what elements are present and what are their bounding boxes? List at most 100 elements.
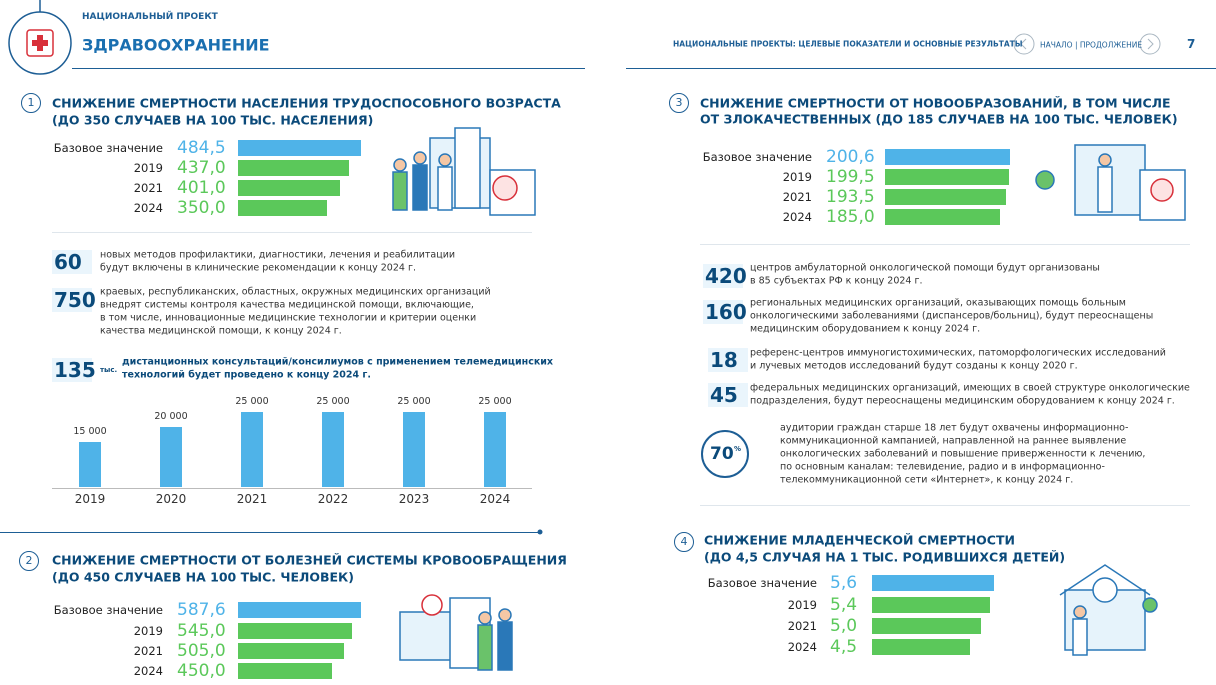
nav-prev-arrow	[1020, 38, 1027, 50]
fact-text: и лучевых методов исследований будут соз…	[750, 360, 1078, 372]
bar-label: 2019	[133, 624, 163, 638]
section-rule	[0, 532, 538, 533]
fact-text: онкологическими заболеваниями (диспансер…	[750, 310, 1154, 322]
bar-label: 2024	[133, 201, 163, 215]
bar-label: 2019	[133, 161, 163, 175]
bar-label: 2024	[787, 640, 817, 654]
bar	[238, 140, 361, 156]
bar-label: 2019	[782, 170, 812, 184]
bar	[238, 602, 361, 618]
bar-label: 2021	[787, 619, 817, 633]
fact-text: внедрят системы контроля качества медици…	[100, 299, 474, 311]
fact-badge	[703, 300, 743, 324]
fact-text: аудитории граждан старше 18 лет будут ох…	[780, 422, 1129, 434]
fact-number: 45	[710, 383, 738, 407]
fact-unit: тыс.	[100, 366, 118, 374]
bar	[885, 169, 1010, 185]
bar	[872, 618, 981, 634]
fact-text: по основным каналам: телевидение, радио …	[780, 461, 1105, 473]
section-title: ОТ ЗЛОКАЧЕСТВЕННЫХ (ДО 185 СЛУЧАЕВ НА 10…	[700, 111, 1178, 127]
fact-text: дистанционных консультаций/консилиумов с…	[122, 356, 554, 368]
column-value: 15 000	[73, 426, 107, 437]
bar-label: 2021	[133, 644, 163, 658]
header-rule	[626, 68, 1216, 69]
fact-text: технологий будет проведено к концу 2024 …	[122, 369, 372, 381]
fact-badge	[708, 383, 748, 407]
fact-text: в 85 субъектах РФ к концу 2024 г.	[750, 275, 923, 287]
fact-unit: %	[734, 445, 742, 453]
bar-value: 484,5	[177, 138, 226, 158]
fact-text: референс-центров иммуногистохимических, …	[750, 347, 1166, 359]
section-title: СНИЖЕНИЕ СМЕРТНОСТИ ОТ БОЛЕЗНЕЙ СИСТЕМЫ …	[52, 552, 567, 568]
column-baseline	[52, 488, 532, 489]
bar-label: Базовое значение	[702, 150, 812, 164]
rule-dot	[537, 529, 543, 535]
nav-label[interactable]: НАЧАЛО | ПРОДОЛЖЕНИЕ	[1040, 40, 1143, 50]
fact-number: 160	[705, 300, 747, 324]
bar	[872, 597, 990, 613]
bar	[238, 623, 353, 639]
fact-number: 750	[54, 288, 96, 312]
section-number: 1	[21, 93, 41, 113]
fact-text: телекоммуникационной сети «Интернет», к …	[780, 474, 1074, 486]
bar-value: 199,5	[826, 167, 875, 187]
bar	[238, 200, 327, 216]
column-value: 25 000	[397, 396, 431, 407]
column-label: 2024	[479, 492, 511, 506]
bar-value: 437,0	[177, 158, 226, 178]
column-value: 25 000	[316, 396, 350, 407]
logo-cross	[32, 35, 48, 51]
bar-label: 2024	[133, 664, 163, 678]
section-title: СНИЖЕНИЕ СМЕРТНОСТИ НАСЕЛЕНИЯ ТРУДОСПОСО…	[52, 95, 561, 111]
column	[403, 412, 425, 487]
fact-ring	[701, 430, 749, 478]
bar-label: 2021	[782, 190, 812, 204]
column-value: 25 000	[235, 396, 269, 407]
fact-text: будут включены в клинические рекомендаци…	[100, 262, 416, 274]
divider	[52, 232, 532, 233]
bar-value: 4,5	[830, 637, 858, 657]
bar-value: 200,6	[826, 147, 875, 167]
bar-value: 185,0	[826, 207, 875, 227]
project-label: НАЦИОНАЛЬНЫЙ ПРОЕКТ	[82, 12, 218, 22]
column-label: 2019	[74, 492, 106, 506]
column-value: 25 000	[478, 396, 512, 407]
page-number: 7	[1187, 37, 1196, 51]
header-rule	[72, 68, 585, 69]
section-number: 4	[674, 532, 694, 552]
bar-label: 2021	[133, 181, 163, 195]
column	[241, 412, 263, 487]
bar	[238, 643, 344, 659]
bar-value: 5,4	[830, 595, 858, 615]
column	[322, 412, 344, 487]
nav-prev[interactable]	[1013, 33, 1035, 55]
column-value: 20 000	[154, 411, 188, 422]
fact-text: онкологических заболеваний и повышение п…	[780, 448, 1146, 460]
column-label: 2022	[317, 492, 349, 506]
divider	[700, 244, 1190, 245]
column	[160, 427, 182, 487]
fact-text: краевых, республиканских, областных, окр…	[100, 286, 491, 298]
bar	[885, 149, 1010, 165]
logo-box	[26, 29, 54, 57]
bar-value: 505,0	[177, 641, 226, 661]
bar	[238, 663, 333, 679]
section-title: (ДО 4,5 СЛУЧАЯ НА 1 ТЫС. РОДИВШИХСЯ ДЕТЕ…	[704, 549, 1066, 565]
fact-text: новых методов профилактики, диагностики,…	[100, 249, 456, 261]
bar-value: 350,0	[177, 198, 226, 218]
bar	[885, 189, 1006, 205]
bar-label: 2024	[782, 210, 812, 224]
fact-number: 60	[54, 250, 82, 274]
series-title: НАЦИОНАЛЬНЫЕ ПРОЕКТЫ: ЦЕЛЕВЫЕ ПОКАЗАТЕЛИ…	[673, 39, 1023, 49]
bar-label: Базовое значение	[53, 141, 163, 155]
fact-badge	[52, 288, 92, 312]
fact-number: 420	[705, 264, 747, 288]
nav-next[interactable]	[1139, 33, 1161, 55]
divider	[700, 505, 1190, 506]
bar-value: 587,6	[177, 600, 226, 620]
bar-value: 545,0	[177, 621, 226, 641]
fact-text: региональных медицинских организаций, ок…	[750, 297, 1126, 309]
nav-next-arrow	[1147, 38, 1154, 50]
